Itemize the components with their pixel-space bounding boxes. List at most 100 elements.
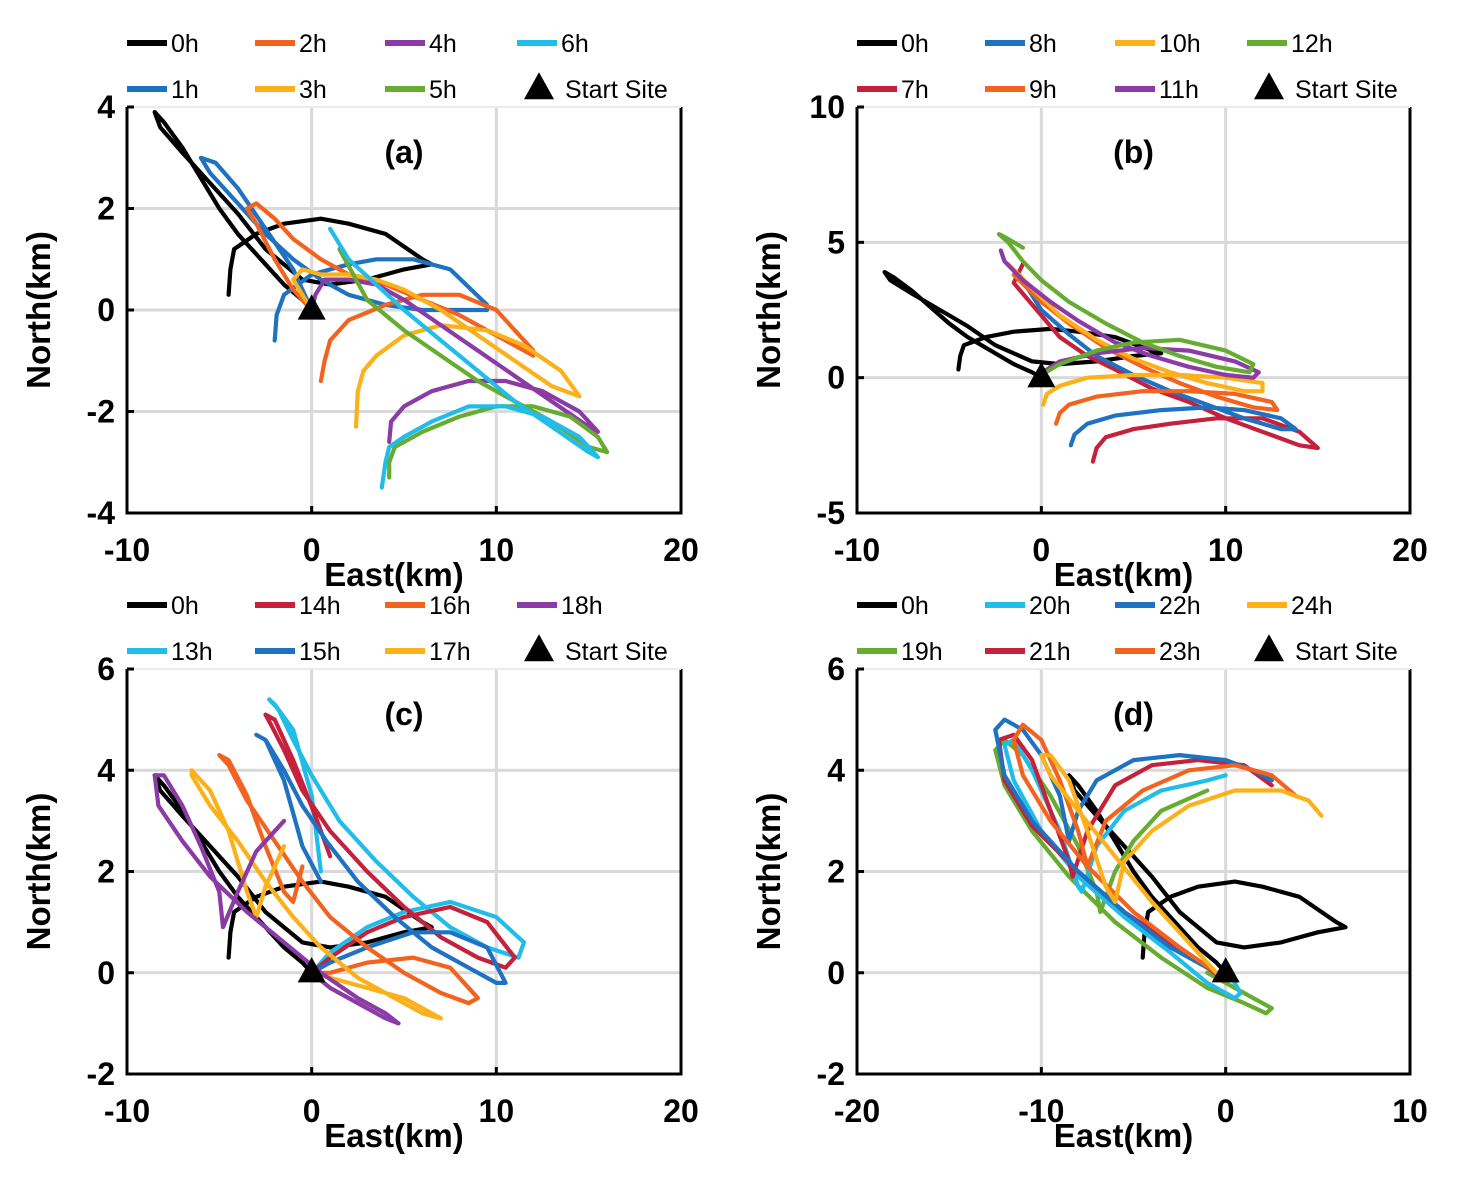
y-tick-label: -2: [87, 1056, 115, 1092]
legend-label: 16h: [429, 592, 471, 620]
panel-title: (c): [384, 696, 423, 732]
legend-label: 21h: [1029, 638, 1071, 666]
legend-entry: 13h: [127, 638, 213, 666]
y-tick-label: -5: [817, 495, 845, 531]
x-tick-label: 0: [1217, 1093, 1235, 1129]
legend-label: 0h: [171, 30, 199, 58]
x-tick-label: 10: [1208, 532, 1244, 568]
panel-c: -10 0 10 20 -2 0 2 4 6 East(km) North(km) (c) 0h 14h 1…: [20, 592, 699, 1154]
legend-entry: 19h: [857, 638, 943, 666]
legend-entry: 7h: [857, 76, 929, 104]
x-tick-label: 10: [479, 1093, 515, 1129]
legend-entry: 1h: [127, 76, 199, 104]
series-group: [152, 109, 610, 490]
legend-label: 4h: [429, 30, 457, 58]
legend-label: 3h: [299, 76, 327, 104]
legend-entry: 23h: [1115, 638, 1201, 666]
y-tick-label: 4: [827, 752, 845, 788]
x-axis-label: East(km): [324, 1117, 463, 1154]
series-line-18h: [152, 773, 401, 1026]
legend-entry: 6h: [517, 30, 589, 58]
legend-start-site-icon: [1254, 634, 1284, 662]
legend-start-site-icon: [1254, 72, 1284, 100]
y-tick-label: -2: [817, 1056, 845, 1092]
legend-label: 2h: [299, 30, 327, 58]
legend-entry: 3h: [255, 76, 327, 104]
legend-label: 7h: [901, 76, 929, 104]
legend-label: 18h: [561, 592, 603, 620]
legend-entry: 20h: [985, 592, 1071, 620]
axes-frame: [855, 107, 1412, 515]
legend-entry: 9h: [985, 76, 1057, 104]
legend-entry: 15h: [255, 638, 341, 666]
x-tick-label: 20: [1392, 532, 1428, 568]
series-group: [993, 717, 1348, 1016]
x-tick-label: 0: [1032, 532, 1050, 568]
y-tick-label: -4: [87, 495, 116, 531]
y-tick-label: 0: [827, 955, 845, 991]
x-tick-label: -10: [1018, 1093, 1064, 1129]
y-axis-label: North(km): [750, 793, 787, 951]
legend-label: 10h: [1159, 30, 1201, 58]
legend-label: 24h: [1291, 592, 1333, 620]
legend-entry: 21h: [985, 638, 1071, 666]
x-tick-label: -10: [104, 1093, 150, 1129]
series-line-6h: [328, 226, 601, 490]
y-tick-label: 2: [97, 191, 115, 227]
legend-label: 19h: [901, 638, 943, 666]
legend-label: Start Site: [565, 638, 668, 666]
y-tick-label: 0: [97, 955, 115, 991]
y-tick-label: 5: [827, 224, 845, 260]
y-tick-label: 10: [809, 89, 845, 125]
legend-entry: Start Site: [1254, 634, 1398, 666]
x-axis-label: East(km): [1054, 556, 1193, 593]
series-line-12h: [996, 232, 1256, 388]
legend-label: 0h: [901, 592, 929, 620]
legend-label: 22h: [1159, 592, 1201, 620]
legend-label: 12h: [1291, 30, 1333, 58]
legend-label: Start Site: [565, 76, 668, 104]
y-tick-label: 2: [827, 854, 845, 890]
series-line-0h: [882, 270, 1164, 380]
legend-entry: 4h: [385, 30, 457, 58]
y-tick-label: 0: [827, 360, 845, 396]
x-axis-label: East(km): [324, 556, 463, 593]
series-line-14h: [263, 712, 517, 975]
y-tick-label: 2: [97, 854, 115, 890]
legend-entry: 12h: [1247, 30, 1333, 58]
series-group: [152, 697, 527, 1026]
x-tick-label: 20: [663, 1093, 699, 1129]
y-tick-label: -2: [87, 394, 115, 430]
series-line-5h: [337, 247, 610, 480]
legend-label: 17h: [429, 638, 471, 666]
x-axis-label: East(km): [1054, 1117, 1193, 1154]
legend-label: 20h: [1029, 592, 1071, 620]
x-tick-label: -20: [834, 1093, 880, 1129]
y-tick-label: 6: [97, 651, 115, 687]
legend-entry: 24h: [1247, 592, 1333, 620]
series-line-24h: [1039, 752, 1324, 975]
legend-start-site-icon: [524, 72, 554, 100]
series-line-0h: [152, 773, 434, 975]
legend-label: 0h: [901, 30, 929, 58]
legend-start-site-icon: [524, 634, 554, 662]
series-group: [882, 232, 1320, 464]
y-tick-label: 4: [97, 752, 115, 788]
y-axis-label: North(km): [750, 231, 787, 389]
legend-entry: 11h: [1115, 76, 1199, 104]
legend-label: Start Site: [1295, 638, 1398, 666]
series-line-17h: [189, 768, 443, 1021]
x-tick-label: 10: [479, 532, 515, 568]
series-line-20h: [1002, 737, 1243, 1001]
series-line-10h: [1006, 261, 1265, 407]
legend-label: Start Site: [1295, 76, 1398, 104]
legend-entry: 14h: [255, 592, 341, 620]
legend-label: 14h: [299, 592, 341, 620]
x-tick-label: -10: [104, 532, 150, 568]
legend-entry: Start Site: [524, 634, 668, 666]
y-tick-label: 6: [827, 651, 845, 687]
legend-entry: 22h: [1115, 592, 1201, 620]
start-site-marker: [1027, 362, 1056, 388]
x-tick-label: 0: [303, 1093, 321, 1129]
series-line-4h: [309, 277, 601, 444]
